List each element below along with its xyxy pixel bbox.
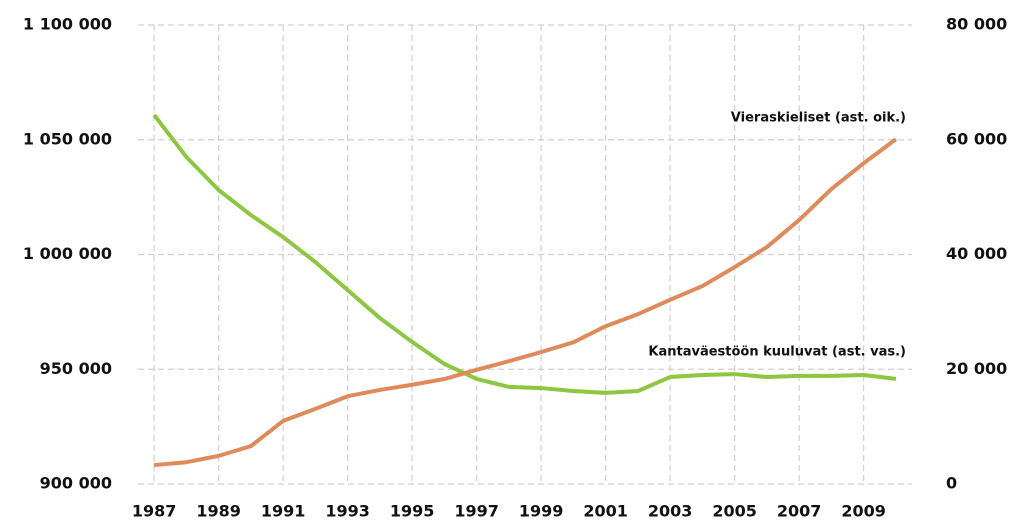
- x-tick-label: 2007: [777, 502, 822, 521]
- x-tick-label: 1995: [390, 502, 435, 521]
- x-tick-label: 2003: [648, 502, 693, 521]
- x-tick-label: 2001: [583, 502, 628, 521]
- y2-tick-label: 20 000: [946, 359, 1007, 378]
- series-line: [152, 113, 897, 395]
- y-tick-label: 900 000: [40, 474, 112, 493]
- y-tick-label: 1 000 000: [23, 244, 112, 263]
- y2-tick-label: 40 000: [946, 244, 1007, 263]
- y2-tick-label: 0: [946, 474, 957, 493]
- x-tick-label: 2009: [841, 502, 886, 521]
- y2-tick-label: 80 000: [946, 15, 1007, 34]
- series-label: Kantaväestöön kuuluvat (ast. vas.): [648, 345, 906, 360]
- x-tick-label: 1999: [519, 502, 564, 521]
- x-tick-label: 1989: [196, 502, 241, 521]
- series-label: Vieraskieliset (ast. oik.): [731, 111, 906, 126]
- series-line: [153, 137, 898, 468]
- x-tick-label: 1997: [454, 502, 499, 521]
- x-tick-label: 1991: [261, 502, 306, 521]
- y-tick-label: 1 100 000: [23, 15, 112, 34]
- y-tick-label: 950 000: [40, 359, 112, 378]
- x-tick-label: 2005: [712, 502, 757, 521]
- x-tick-label: 1987: [132, 502, 177, 521]
- x-tick-label: 1993: [325, 502, 370, 521]
- y-tick-label: 1 050 000: [23, 129, 112, 148]
- y2-tick-label: 60 000: [946, 129, 1007, 148]
